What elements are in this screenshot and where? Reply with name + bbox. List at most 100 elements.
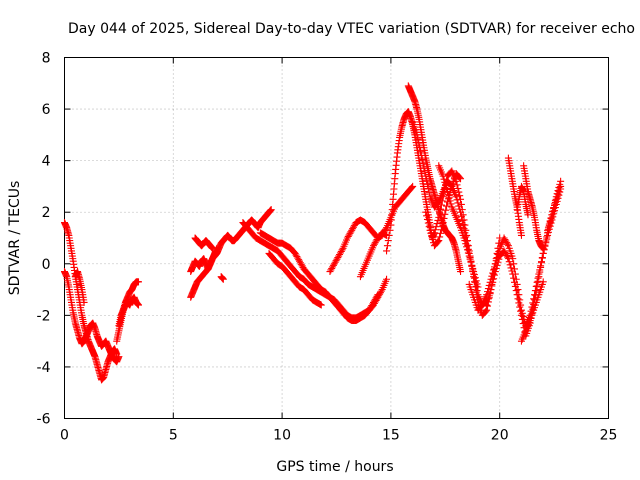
data-point — [463, 246, 471, 254]
segment-8 — [217, 273, 227, 283]
data-point — [557, 177, 565, 185]
data-point — [372, 294, 380, 302]
data-point — [336, 251, 344, 259]
data-point — [292, 251, 300, 259]
data-point — [336, 249, 344, 257]
data-point — [337, 247, 345, 255]
data-point — [416, 147, 424, 155]
data-point — [554, 187, 562, 195]
data-point — [457, 268, 465, 276]
data-point — [371, 239, 379, 247]
data-point — [469, 264, 477, 272]
data-point — [544, 223, 552, 231]
data-point — [503, 239, 511, 247]
data-point — [115, 353, 123, 361]
data-point — [509, 270, 517, 278]
data-point — [421, 168, 429, 176]
data-point — [343, 234, 351, 242]
segment-15 — [404, 82, 465, 276]
data-point — [296, 259, 304, 267]
y-tick-label: -4 — [37, 360, 51, 376]
data-point — [423, 180, 431, 188]
data-point — [532, 287, 540, 295]
data-point — [551, 200, 559, 208]
data-point — [370, 297, 378, 305]
data-point — [438, 222, 446, 230]
data-point — [490, 275, 498, 283]
data-point — [512, 287, 520, 295]
data-point — [80, 298, 88, 306]
data-point — [485, 292, 493, 300]
data-point — [457, 175, 465, 183]
y-tick-label: 0 — [42, 257, 51, 273]
data-point — [466, 255, 474, 263]
data-point — [427, 229, 435, 237]
y-tick-label: 6 — [42, 102, 51, 118]
data-point — [437, 226, 445, 234]
data-point — [332, 257, 340, 265]
data-point — [423, 212, 431, 220]
data-point — [348, 226, 356, 234]
data-point — [369, 242, 377, 250]
data-point — [493, 261, 501, 269]
segment-6 — [187, 244, 221, 301]
x-tick-label: 10 — [273, 428, 291, 444]
data-point — [550, 204, 558, 212]
data-point — [435, 237, 443, 245]
data-point — [517, 311, 525, 319]
data-point — [443, 184, 451, 192]
data-point — [208, 244, 216, 252]
data-point — [437, 229, 445, 237]
data-point — [444, 191, 452, 199]
axis-tick-labels: 0 5 10 15 20 25 -6 -4 -2 0 2 4 6 8 — [37, 51, 618, 444]
data-point — [490, 271, 498, 279]
data-point — [372, 237, 380, 245]
segment-21 — [504, 154, 525, 239]
data-point — [345, 231, 353, 239]
data-point — [515, 299, 523, 307]
data-point — [373, 292, 381, 300]
data-point — [538, 254, 546, 262]
data-point — [513, 291, 521, 299]
segment-5 — [187, 206, 275, 276]
data-point — [473, 280, 481, 288]
segment-22 — [513, 182, 532, 219]
data-point — [537, 263, 545, 271]
data-point — [434, 199, 442, 207]
data-point — [471, 274, 479, 282]
data-point — [408, 183, 416, 191]
data-point — [330, 260, 338, 268]
data-point — [443, 188, 451, 196]
data-point — [298, 262, 306, 270]
data-point — [349, 223, 357, 231]
data-point — [504, 253, 512, 261]
data-point — [468, 261, 476, 269]
data-point — [487, 286, 495, 294]
data-point — [333, 255, 341, 263]
data-point — [445, 194, 453, 202]
data-point — [539, 244, 547, 252]
data-point — [535, 273, 543, 281]
data-point — [553, 190, 561, 198]
segment-4 — [115, 293, 142, 330]
data-point — [533, 282, 541, 290]
data-point — [500, 234, 508, 242]
plot-frame — [64, 57, 609, 419]
x-tick-label: 5 — [169, 428, 178, 444]
y-tick-label: -2 — [37, 308, 51, 324]
y-tick-label: 8 — [42, 51, 51, 67]
data-point — [383, 242, 391, 250]
data-point — [424, 219, 432, 227]
data-point — [317, 301, 325, 309]
data-point — [328, 264, 336, 272]
data-point — [329, 263, 337, 271]
data-point — [462, 240, 470, 248]
data-points — [61, 82, 565, 384]
data-point — [409, 182, 417, 190]
data-point — [383, 247, 391, 255]
data-point — [491, 268, 499, 276]
data-point — [472, 277, 480, 285]
data-point — [503, 252, 511, 260]
x-axis-label: GPS time / hours — [276, 459, 393, 475]
